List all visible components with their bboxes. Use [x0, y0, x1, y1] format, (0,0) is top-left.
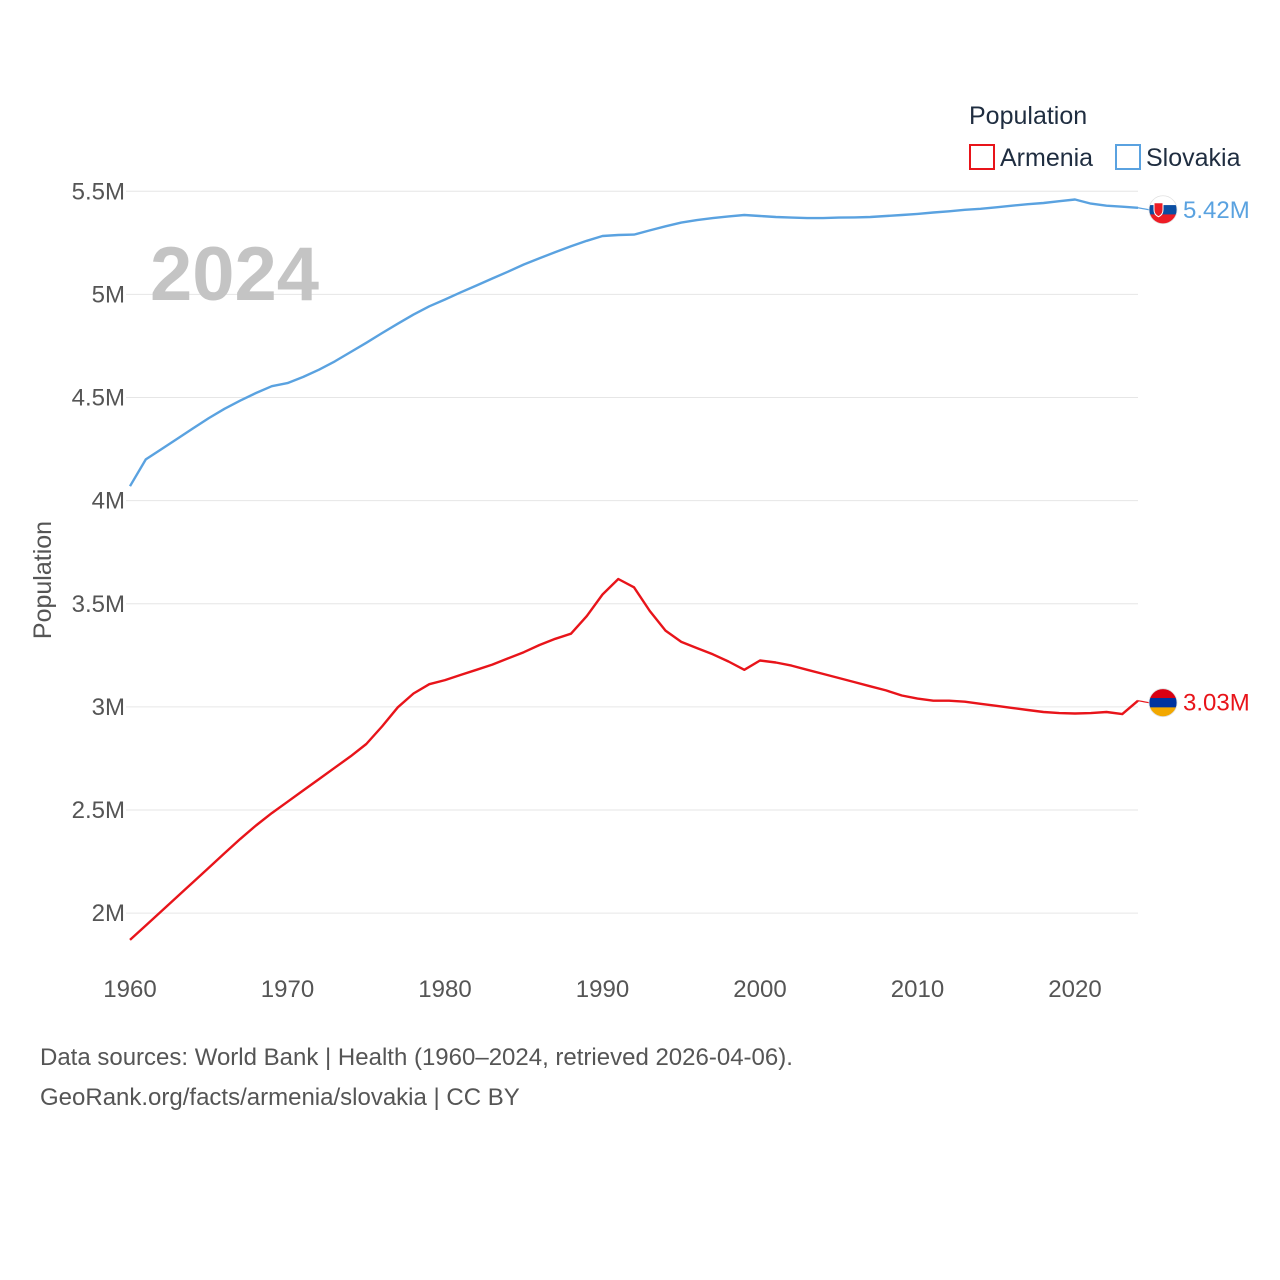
x-axis-ticks: 1960 1970 1980 1990 2000 2010 2020	[103, 976, 1101, 1003]
legend-swatch-armenia	[969, 144, 995, 170]
y-axis-label: Population	[29, 521, 57, 639]
legend-item-armenia[interactable]: Armenia	[969, 144, 1093, 172]
end-connector-slovakia	[1137, 207, 1150, 211]
slovakia-flag-icon	[1148, 195, 1178, 225]
x-tick-label: 1970	[261, 976, 314, 1003]
series-end-markers: 3.03M 5.42M	[1137, 195, 1250, 718]
series-line-armenia	[129, 577, 1139, 941]
y-tick-label: 2M	[92, 900, 125, 927]
x-tick-label: 2020	[1048, 976, 1101, 1003]
y-axis-ticks: 2M 2.5M 3M 3.5M 4M 4.5M 5M 5.5M	[72, 178, 125, 927]
armenia-flag-icon	[1148, 688, 1178, 718]
legend-swatch-slovakia	[1115, 144, 1141, 170]
end-label-armenia: 3.03M	[1183, 690, 1250, 717]
source-line-1: Data sources: World Bank | Health (1960–…	[40, 1044, 793, 1071]
legend-label-slovakia: Slovakia	[1146, 144, 1241, 172]
y-tick-label: 4M	[92, 488, 125, 515]
series-lines	[128, 198, 1139, 941]
x-tick-label: 2010	[891, 976, 944, 1003]
x-tick-label: 1960	[103, 976, 156, 1003]
legend-item-slovakia[interactable]: Slovakia	[1115, 144, 1241, 172]
x-tick-label: 1980	[418, 976, 471, 1003]
y-tick-label: 2.5M	[72, 797, 125, 824]
y-tick-label: 5.5M	[72, 178, 125, 205]
legend: Population Armenia Slovakia	[969, 102, 1241, 172]
end-connector-armenia	[1137, 700, 1150, 704]
x-tick-label: 1990	[576, 976, 629, 1003]
year-badge: 2024	[150, 232, 319, 317]
end-label-slovakia: 5.42M	[1183, 197, 1250, 224]
x-tick-label: 2000	[733, 976, 786, 1003]
y-tick-label: 5M	[92, 281, 125, 308]
y-tick-label: 3M	[92, 694, 125, 721]
legend-title: Population	[969, 102, 1087, 130]
y-tick-label: 4.5M	[72, 385, 125, 412]
legend-label-armenia: Armenia	[1000, 144, 1093, 172]
source-line-2[interactable]: GeoRank.org/facts/armenia/slovakia | CC …	[40, 1084, 520, 1111]
y-tick-label: 3.5M	[72, 591, 125, 618]
series-line-slovakia	[128, 198, 1139, 487]
gridlines	[126, 190, 1138, 914]
